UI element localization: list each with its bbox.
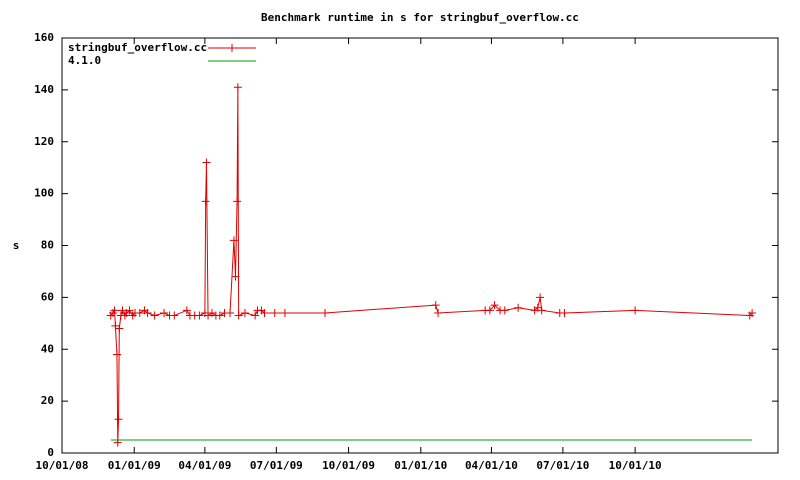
point-marker [112,350,121,359]
point-marker [234,311,243,320]
point-marker [431,301,440,310]
y-tick-label: 60 [41,290,54,303]
y-tick-label: 160 [34,31,54,44]
x-tick-label: 07/01/10 [536,459,589,472]
point-marker [321,308,330,317]
point-marker [201,197,210,206]
point-marker [748,308,757,317]
x-tick-label: 10/01/09 [322,459,375,472]
point-marker [270,308,279,317]
x-tick-label: 07/01/09 [250,459,303,472]
y-tick-label: 20 [41,394,54,407]
y-tick-label: 80 [41,239,54,252]
point-marker [114,415,123,424]
point-marker [434,308,443,317]
x-tick-label: 04/01/09 [178,459,231,472]
point-marker [560,308,569,317]
y-tick-label: 100 [34,187,54,200]
legend-marker [228,44,236,52]
point-marker [537,306,546,315]
point-marker [514,303,523,312]
chart-title: Benchmark runtime in s for stringbuf_ove… [261,11,579,24]
point-marker [500,306,509,315]
y-tick-label: 40 [41,342,54,355]
point-marker [195,311,204,320]
point-marker [536,293,545,302]
point-marker [490,301,499,310]
y-tick-label: 0 [47,446,54,459]
point-marker [280,308,289,317]
point-marker [215,311,224,320]
point-marker [251,311,260,320]
point-marker [233,83,242,92]
legend-label: 4.1.0 [68,54,101,67]
point-marker [260,308,269,317]
x-tick-label: 04/01/10 [465,459,518,472]
x-tick-label: 01/01/10 [394,459,447,472]
point-marker [182,306,191,315]
x-tick-label: 10/01/08 [36,459,89,472]
point-marker [240,308,249,317]
y-axis-label: s [13,239,20,252]
x-tick-label: 01/01/09 [108,459,161,472]
point-marker [135,308,144,317]
point-marker [170,311,179,320]
point-marker [229,236,238,245]
point-marker [631,306,640,315]
point-marker [485,306,494,315]
point-marker [150,311,159,320]
x-tick-label: 10/01/10 [609,459,662,472]
point-marker [160,308,169,317]
legend-label: stringbuf_overflow.cc [68,41,207,54]
point-marker [226,308,235,317]
point-marker [231,272,240,281]
point-marker [233,197,242,206]
y-tick-label: 140 [34,83,54,96]
point-marker [143,308,152,317]
point-marker [115,324,124,333]
y-tick-label: 120 [34,135,54,148]
point-marker [202,158,211,167]
point-marker [110,306,119,315]
point-marker [125,306,134,315]
